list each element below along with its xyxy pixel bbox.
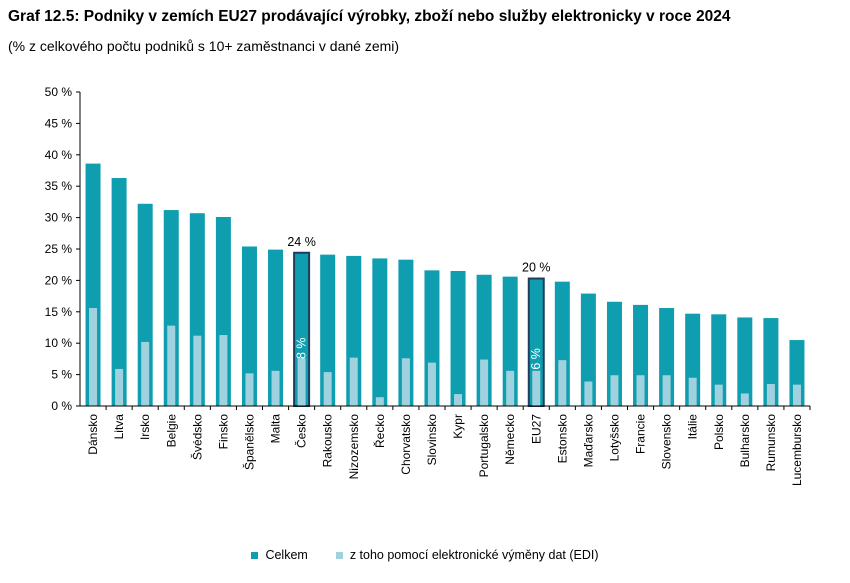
category-label: Malta [269,414,283,444]
category-label: Belgie [164,414,178,448]
y-tick-label: 30 % [45,211,73,225]
legend-swatch-edi [335,551,343,559]
bar-edi-3 [167,325,176,406]
bar-total-14 [450,270,466,406]
bar-total-19 [580,293,596,406]
legend-item-total: Celkem [251,548,308,562]
category-label: Finsko [216,414,230,450]
bar-edi-2 [141,341,150,406]
edi-value-label: 6 % [529,348,543,370]
legend-item-edi: z toho pomocí elektronické výměny dat (E… [335,548,599,562]
category-label: Lucembursko [790,414,804,486]
bar-edi-15 [480,359,489,406]
category-label: Itálie [686,414,700,440]
category-label: Rumunsko [764,414,778,472]
y-tick-label: 20 % [45,273,73,287]
category-label: EU27 [529,414,543,444]
edi-value-label: 8 % [295,337,309,359]
total-value-label: 20 % [522,261,551,275]
category-label: Chorvatsko [399,414,413,475]
category-label: Dánsko [86,414,100,455]
bar-edi-1 [115,368,124,406]
bar-edi-0 [89,308,98,406]
legend-swatch-total [251,551,259,559]
bar-edi-5 [219,335,228,406]
bar-edi-19 [584,381,593,406]
category-label: Kypr [451,414,465,439]
category-label: Nizozemsko [347,414,361,480]
category-label: Rakousko [321,414,335,468]
y-tick-label: 15 % [45,305,73,319]
bar-edi-6 [245,373,254,406]
category-label: Estonsko [555,414,569,464]
category-label: Slovinsko [425,414,439,466]
category-labels: Dánsko Litva Irsko Belgie Švédsko Finsko Španě… [86,406,811,486]
bar-edi-13 [427,362,436,406]
bar-edi-17 [532,370,541,406]
bar-edi-4 [193,335,202,406]
bar-total-7 [268,249,284,406]
data-labels: 24 % 8 % 20 % 6 % [287,235,550,370]
y-tick-label: 50 % [45,85,73,99]
y-tick-label: 35 % [45,179,73,193]
chart-title: Graf 12.5: Podniky v zemích EU27 prodáva… [8,8,731,25]
bar-edi-16 [506,370,515,406]
category-label: Portugalsko [477,414,491,478]
bar-total-25 [737,317,753,406]
category-label: Česko [294,414,309,448]
bar-total-11 [372,258,388,406]
category-label: Švédsko [189,414,204,460]
bar-edi-21 [636,375,645,406]
bar-edi-20 [610,375,619,406]
bar-edi-9 [323,372,332,406]
bar-edi-26 [766,384,775,406]
category-label: Francie [634,414,648,454]
bar-edi-24 [714,384,723,406]
legend: Celkem z toho pomocí elektronické výměny… [0,548,850,562]
bar-total-6 [241,246,257,406]
bar-edi-23 [688,377,697,406]
y-tick-label: 25 % [45,242,73,256]
bar-edi-18 [558,360,567,406]
category-label: Slovensko [660,414,674,470]
y-tick-label: 0 % [51,399,72,413]
bars [85,163,805,407]
bar-edi-11 [375,397,384,406]
y-tick-label: 5 % [51,368,72,382]
y-axis-ticks: 0 % 5 % 10 % 15 % 20 % 25 % 30 % 35 % 40 % 45 % 50… [45,85,80,413]
y-tick-label: 45 % [45,116,73,130]
bar-total-24 [711,314,727,406]
total-value-label: 24 % [287,235,316,249]
bar-edi-27 [792,384,801,406]
bar-edi-7 [271,370,280,406]
legend-label-total: Celkem [265,548,308,562]
bar-edi-8 [297,358,306,406]
bar-edi-22 [662,375,671,406]
y-tick-label: 40 % [45,148,73,162]
bar-total-1 [111,178,127,406]
category-label: Řecko [372,414,387,448]
bar-edi-25 [740,393,749,406]
y-tick-label: 10 % [45,336,73,350]
category-label: Bulharsko [738,414,752,468]
bar-edi-10 [349,357,358,406]
category-label: Lotyšsko [607,414,621,462]
bar-edi-14 [454,394,463,406]
bar-total-9 [320,254,336,406]
legend-label-edi: z toho pomocí elektronické výměny dat (E… [349,548,599,562]
category-label: Španělsko [241,414,256,470]
chart-subtitle: (% z celkového počtu podniků s 10+ zaměs… [8,38,400,54]
category-label: Maďarsko [581,414,595,468]
bar-edi-12 [401,358,410,406]
category-label: Irsko [138,414,152,440]
category-label: Litva [112,414,126,440]
category-label: Polsko [712,414,726,450]
category-label: Německo [503,414,517,465]
